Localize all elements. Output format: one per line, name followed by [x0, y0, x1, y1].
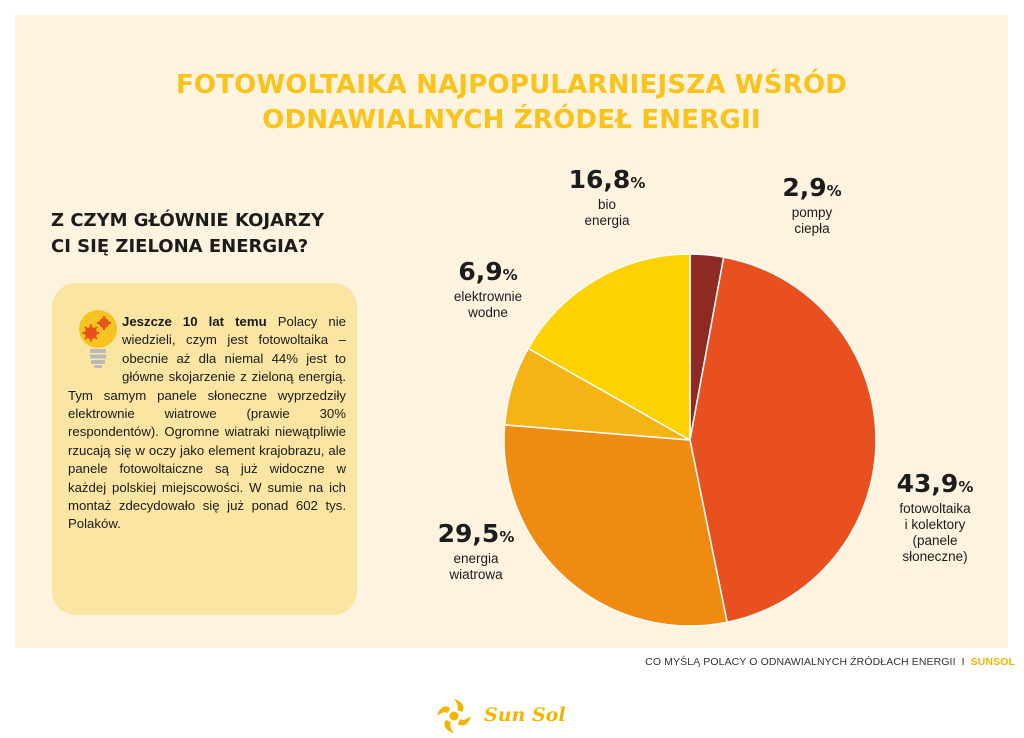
page-title: FOTOWOLTAIKA NAJPOPULARNIEJSZA WŚRÓD ODN…: [15, 68, 1008, 138]
value-elektrownie-wodne: 6,9: [458, 257, 503, 286]
caption-line: bio: [597, 197, 616, 212]
question-line-1: Z CZYM GŁÓWNIE KOJARZY: [51, 210, 324, 231]
caption-line: (panele: [912, 533, 958, 548]
caption-line: wodne: [468, 305, 508, 320]
info-text: Jeszcze 10 lat temu Polacy nie wiedzieli…: [68, 313, 346, 534]
caption-line: elektrownie: [453, 289, 523, 304]
caption-line: słoneczne): [902, 549, 968, 564]
lightbulb-gears-icon: [79, 310, 117, 368]
info-lead: Jeszcze 10 lat temu: [122, 314, 267, 329]
question-line-2: CI SIĘ ZIELONA ENERGIA?: [51, 236, 309, 257]
value-pompy-ciepla: 2,9: [782, 173, 827, 202]
value-fotowoltaika: 43,9: [896, 469, 959, 498]
value-bio-energia: 16,8: [568, 165, 631, 194]
caption-line: pompy: [791, 205, 833, 220]
footer-caption: CO MYŚLĄ POLACY O ODNAWIALNYCH ŹRÓDŁACH …: [555, 656, 1015, 668]
caption-line: wiatrowa: [449, 567, 503, 582]
caption-bio-energia: bio energia: [547, 197, 667, 229]
title-line-1: FOTOWOLTAIKA NAJPOPULARNIEJSZA WŚRÓD: [175, 70, 848, 100]
unit-energia-wiatrowa: %: [499, 528, 515, 546]
footer-separator: I: [961, 656, 965, 668]
info-body: Polacy nie wiedzieli, czym jest fotowolt…: [68, 314, 346, 532]
caption-energia-wiatrowa: energia wiatrowa: [416, 551, 536, 583]
logo-text: Sun Sol: [484, 704, 566, 726]
footer-brand: SUNSOL: [970, 656, 1015, 668]
caption-line: i kolektory: [904, 517, 966, 532]
label-fotowoltaika: 43,9% fotowoltaika i kolektory (panele s…: [875, 470, 995, 565]
caption-line: energia: [453, 551, 499, 566]
caption-line: ciepła: [794, 221, 830, 236]
unit-elektrownie-wodne: %: [502, 266, 518, 284]
caption-pompy-ciepla: pompy ciepła: [757, 205, 867, 237]
label-pompy-ciepla: 2,9% pompy ciepła: [757, 174, 867, 237]
chart-question: Z CZYM GŁÓWNIE KOJARZY CI SIĘ ZIELONA EN…: [51, 208, 391, 260]
caption-line: energia: [584, 213, 630, 228]
unit-fotowoltaika: %: [958, 478, 974, 496]
sunsol-logo-icon: [437, 699, 471, 733]
footer-text: CO MYŚLĄ POLACY O ODNAWIALNYCH ŹRÓDŁACH …: [645, 656, 956, 668]
title-line-2: ODNAWIALNYCH ŹRÓDEŁ ENERGII: [262, 105, 761, 135]
unit-bio-energia: %: [630, 174, 646, 192]
label-bio-energia: 16,8% bio energia: [547, 166, 667, 229]
caption-line: fotowoltaika: [899, 501, 971, 516]
value-energia-wiatrowa: 29,5: [437, 519, 500, 548]
caption-elektrownie-wodne: elektrownie wodne: [428, 289, 548, 321]
info-box: Jeszcze 10 lat temu Polacy nie wiedzieli…: [52, 283, 357, 615]
unit-pompy-ciepla: %: [826, 182, 842, 200]
caption-fotowoltaika: fotowoltaika i kolektory (panele słonecz…: [875, 501, 995, 565]
label-energia-wiatrowa: 29,5% energia wiatrowa: [416, 520, 536, 583]
label-elektrownie-wodne: 6,9% elektrownie wodne: [428, 258, 548, 321]
